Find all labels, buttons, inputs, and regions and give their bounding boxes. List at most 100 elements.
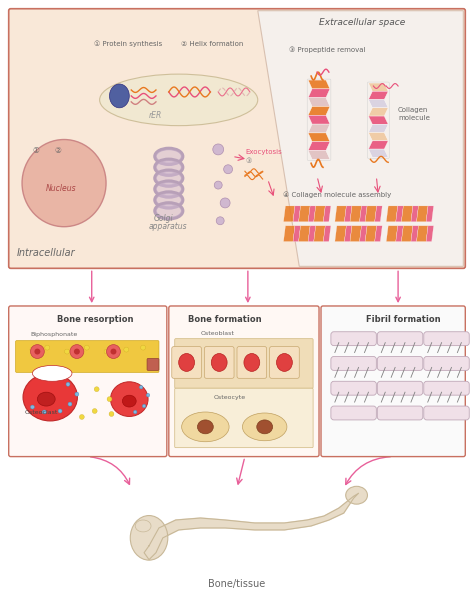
Polygon shape	[360, 206, 367, 222]
Ellipse shape	[139, 385, 143, 389]
Polygon shape	[375, 226, 382, 241]
Ellipse shape	[58, 409, 62, 413]
Ellipse shape	[37, 392, 55, 406]
Ellipse shape	[244, 353, 260, 371]
Text: Fibril formation: Fibril formation	[366, 315, 441, 324]
Polygon shape	[308, 116, 330, 124]
Text: ④ Collagen molecule assembly: ④ Collagen molecule assembly	[283, 192, 392, 198]
Polygon shape	[283, 206, 295, 222]
Ellipse shape	[134, 410, 137, 413]
Ellipse shape	[214, 181, 222, 189]
Polygon shape	[396, 206, 403, 222]
Ellipse shape	[110, 348, 117, 354]
FancyBboxPatch shape	[270, 347, 299, 378]
Polygon shape	[299, 206, 310, 222]
Text: Bone formation: Bone formation	[188, 315, 261, 324]
Ellipse shape	[23, 373, 77, 421]
FancyBboxPatch shape	[377, 381, 423, 395]
Polygon shape	[411, 206, 419, 222]
Text: Golgi: Golgi	[154, 214, 173, 223]
Polygon shape	[308, 106, 330, 116]
Text: Osteoclast: Osteoclast	[25, 410, 58, 415]
Polygon shape	[314, 206, 325, 222]
FancyBboxPatch shape	[237, 347, 267, 378]
Ellipse shape	[224, 165, 233, 174]
Polygon shape	[375, 206, 382, 222]
Ellipse shape	[213, 144, 224, 155]
Polygon shape	[335, 206, 346, 222]
FancyBboxPatch shape	[169, 306, 319, 457]
Polygon shape	[283, 226, 295, 241]
Polygon shape	[350, 206, 362, 222]
Polygon shape	[308, 98, 330, 106]
FancyBboxPatch shape	[377, 332, 423, 345]
Ellipse shape	[45, 345, 50, 350]
Ellipse shape	[74, 348, 80, 354]
Ellipse shape	[42, 410, 46, 414]
Polygon shape	[411, 226, 419, 241]
Polygon shape	[308, 80, 330, 89]
Text: Exocytosis: Exocytosis	[245, 150, 282, 156]
FancyBboxPatch shape	[331, 381, 376, 395]
Polygon shape	[368, 116, 388, 124]
Ellipse shape	[179, 353, 194, 371]
Ellipse shape	[107, 396, 112, 402]
Text: Bone/tissue: Bone/tissue	[209, 579, 265, 589]
Ellipse shape	[30, 347, 35, 352]
FancyBboxPatch shape	[424, 356, 469, 370]
Ellipse shape	[22, 139, 106, 227]
FancyBboxPatch shape	[424, 406, 469, 420]
Polygon shape	[368, 133, 388, 141]
Polygon shape	[308, 89, 330, 98]
Ellipse shape	[32, 365, 72, 381]
Ellipse shape	[216, 217, 224, 225]
Ellipse shape	[75, 392, 79, 396]
Polygon shape	[293, 226, 301, 241]
Text: Osteocyte: Osteocyte	[213, 395, 246, 400]
FancyBboxPatch shape	[424, 381, 469, 395]
Polygon shape	[368, 91, 388, 100]
Text: ③: ③	[246, 158, 252, 164]
Polygon shape	[401, 206, 413, 222]
Ellipse shape	[276, 353, 292, 371]
Ellipse shape	[70, 345, 84, 359]
Ellipse shape	[64, 349, 70, 354]
Ellipse shape	[100, 74, 258, 126]
FancyBboxPatch shape	[147, 359, 159, 370]
Ellipse shape	[30, 345, 44, 359]
Ellipse shape	[124, 347, 129, 352]
Polygon shape	[308, 151, 330, 159]
Polygon shape	[314, 226, 325, 241]
Polygon shape	[368, 149, 388, 157]
Ellipse shape	[130, 516, 168, 560]
Ellipse shape	[156, 193, 182, 207]
Ellipse shape	[35, 348, 40, 354]
FancyBboxPatch shape	[16, 340, 159, 372]
Ellipse shape	[92, 409, 97, 413]
Ellipse shape	[30, 405, 35, 409]
Polygon shape	[350, 226, 362, 241]
Polygon shape	[417, 206, 428, 222]
Polygon shape	[368, 100, 388, 108]
Polygon shape	[368, 108, 388, 116]
Text: Extracellular space: Extracellular space	[319, 18, 405, 27]
Text: Osteoblast: Osteoblast	[201, 331, 234, 336]
Polygon shape	[144, 493, 358, 559]
Ellipse shape	[156, 150, 182, 164]
Polygon shape	[368, 83, 388, 91]
Text: Bone resorption: Bone resorption	[57, 315, 134, 324]
Ellipse shape	[156, 204, 182, 218]
Ellipse shape	[110, 382, 148, 416]
Ellipse shape	[107, 345, 120, 359]
FancyBboxPatch shape	[175, 389, 313, 447]
FancyBboxPatch shape	[9, 9, 465, 268]
Polygon shape	[396, 226, 403, 241]
Ellipse shape	[141, 345, 146, 350]
FancyBboxPatch shape	[204, 347, 234, 378]
Text: Collagen: Collagen	[398, 107, 428, 112]
FancyBboxPatch shape	[377, 356, 423, 370]
Ellipse shape	[211, 353, 227, 371]
Polygon shape	[401, 226, 413, 241]
Polygon shape	[308, 142, 330, 151]
Polygon shape	[426, 226, 434, 241]
